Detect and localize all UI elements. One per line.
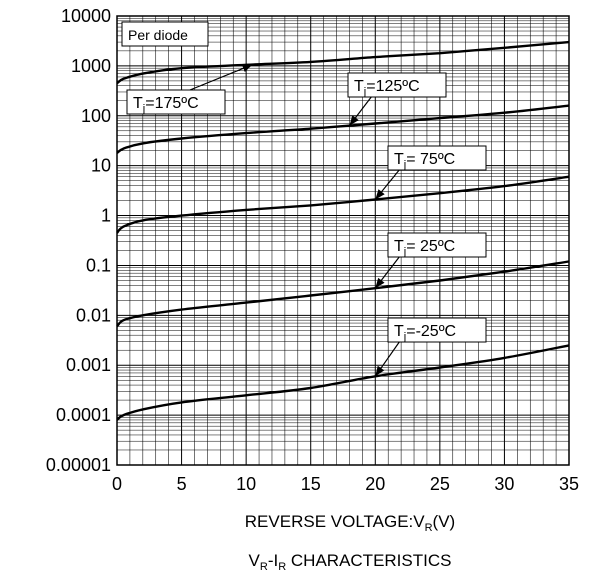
annotation-box	[387, 232, 487, 258]
annotation-box	[347, 72, 447, 98]
series-line	[116, 344, 570, 421]
title-sub1: R	[260, 561, 268, 573]
series-label-pre: T	[394, 323, 404, 340]
y-tick-label: 0.00001	[46, 455, 111, 475]
annotation-arrow-head	[375, 365, 385, 377]
series-line	[116, 104, 570, 154]
x-tick-label: 35	[559, 474, 579, 494]
series-label-pre: T	[394, 238, 404, 255]
x-axis-label-rest: (V)	[433, 512, 456, 531]
curves	[116, 40, 570, 421]
x-tick-label: 15	[301, 474, 321, 494]
series-label-pre: T	[133, 95, 143, 112]
series-label-pre: T	[354, 78, 364, 95]
per-diode-label: Per diode	[128, 27, 188, 43]
x-axis-label-sub: R	[425, 522, 433, 534]
annotation-arrow-head	[241, 64, 253, 73]
x-tick-label: 0	[112, 474, 122, 494]
y-tick-label: 0.01	[76, 305, 111, 325]
y-tick-label: 0.0001	[56, 405, 111, 425]
x-tick-label: 25	[430, 474, 450, 494]
plot-frame	[116, 15, 570, 466]
y-tick-labels: 10000 1000 100 10 1 0.1 0.01 0.001 0.0001 0.00001	[46, 6, 111, 475]
y-tick-label: 100	[81, 106, 111, 126]
x-tick-label: 10	[236, 474, 256, 494]
series-label-post: =175ºC	[145, 95, 198, 112]
series-label: Tj=125ºC	[354, 78, 420, 98]
chart-title: VR-IR CHARACTERISTICS	[249, 551, 452, 573]
series-label-post: = 75ºC	[406, 151, 455, 168]
annotation-arrow-head	[375, 189, 385, 200]
series-label: Tj= 75ºC	[394, 151, 455, 171]
y-tick-label: 10000	[61, 6, 111, 26]
x-axis-label-main: REVERSE VOLTAGE:V	[245, 512, 425, 531]
series-label-post: =-25ºC	[406, 323, 456, 340]
series-label-sub: j	[403, 159, 406, 171]
series-label-post: = 25ºC	[406, 238, 455, 255]
y-tick-label: 1000	[71, 56, 111, 76]
y-tick-label: 1	[101, 206, 111, 226]
title-main: V	[249, 551, 261, 570]
series-line	[116, 40, 570, 85]
x-axis-label: REVERSE VOLTAGE:VR(V)	[245, 512, 455, 534]
series-label-sub: j	[403, 331, 406, 343]
series-label-sub: j	[363, 86, 366, 98]
series-label-sub: j	[142, 103, 145, 115]
series-label: Tj=-25ºC	[394, 323, 456, 343]
series-label-pre: T	[394, 151, 404, 168]
annotation-arrow-head	[349, 115, 359, 126]
x-tick-label: 30	[494, 474, 514, 494]
series-label-sub: j	[403, 246, 406, 258]
y-tick-label: 0.1	[86, 255, 111, 275]
annotation-arrow-head	[375, 277, 385, 289]
per-diode-box: Per diode	[121, 21, 209, 47]
series-label-post: =125ºC	[366, 78, 419, 95]
annotation-box	[126, 89, 226, 115]
annotation-box	[387, 145, 487, 171]
annotation-arrow-line	[184, 63, 253, 93]
series-label: Tj= 25ºC	[394, 238, 455, 258]
title-mid: -I	[268, 551, 278, 570]
series-label: Tj=175ºC	[133, 95, 199, 115]
minor-grid	[117, 16, 569, 465]
x-tick-label: 20	[365, 474, 385, 494]
x-tick-label: 5	[177, 474, 187, 494]
title-sub2: R	[278, 561, 286, 573]
annotation-box	[387, 317, 487, 343]
series-line	[116, 175, 570, 234]
major-grid	[116, 15, 570, 466]
series-line	[116, 260, 570, 328]
title-rest: CHARACTERISTICS	[286, 551, 451, 570]
x-tick-labels: 0 5 10 15 20 25 30 35	[112, 474, 579, 494]
y-tick-label: 0.001	[66, 355, 111, 375]
y-tick-label: 10	[91, 156, 111, 176]
